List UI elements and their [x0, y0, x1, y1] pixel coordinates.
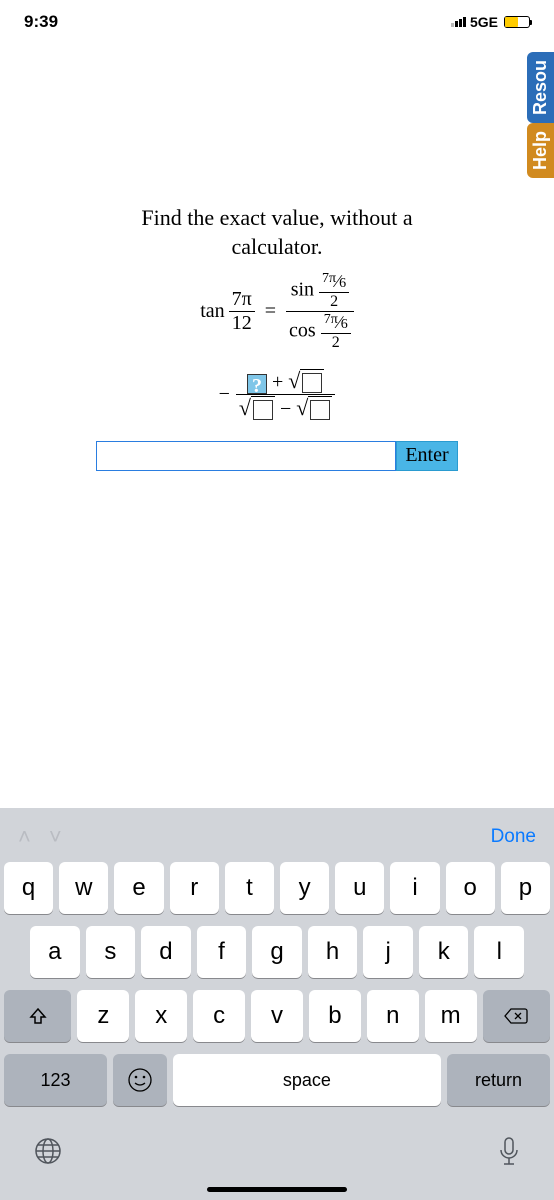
keyboard-row-4: 123 space return [4, 1054, 550, 1106]
answer-row: Enter [40, 441, 514, 471]
key-e[interactable]: e [114, 862, 163, 914]
key-v[interactable]: v [251, 990, 303, 1042]
key-k[interactable]: k [419, 926, 469, 978]
signal-icon [451, 17, 466, 27]
key-l[interactable]: l [474, 926, 524, 978]
key-c[interactable]: c [193, 990, 245, 1042]
globe-icon[interactable] [34, 1137, 62, 1172]
space-key[interactable]: space [173, 1054, 441, 1106]
key-y[interactable]: y [280, 862, 329, 914]
emoji-icon [127, 1067, 153, 1093]
status-time: 9:39 [24, 12, 58, 32]
equals: = [265, 300, 276, 323]
key-n[interactable]: n [367, 990, 419, 1042]
answer-box-highlight[interactable]: ? [247, 374, 267, 394]
key-p[interactable]: p [501, 862, 550, 914]
emoji-key[interactable] [113, 1054, 167, 1106]
keyboard-row-3: z x c v b n m [4, 990, 550, 1042]
key-x[interactable]: x [135, 990, 187, 1042]
prompt-line2: calculator. [40, 233, 514, 262]
key-g[interactable]: g [252, 926, 302, 978]
key-u[interactable]: u [335, 862, 384, 914]
key-w[interactable]: w [59, 862, 108, 914]
resources-tab[interactable]: Resou [527, 52, 554, 123]
prompt-line1: Find the exact value, without a [40, 204, 514, 233]
status-bar: 9:39 5GE [0, 0, 554, 44]
keyboard-toolbar: ˄ ˅ Done [0, 816, 554, 862]
key-i[interactable]: i [390, 862, 439, 914]
equation-secondary: − ? + √ √ − √ [40, 368, 514, 421]
key-a[interactable]: a [30, 926, 80, 978]
key-o[interactable]: o [446, 862, 495, 914]
backspace-icon [504, 1007, 528, 1025]
equation-main: tan 7π 12 = sin 7π∕6 2 cos 7π∕6 [200, 271, 354, 352]
sin-label: sin [291, 279, 314, 301]
network-label: 5GE [470, 14, 498, 30]
side-tags: Resou Help [527, 52, 554, 178]
answer-box[interactable] [310, 400, 330, 420]
done-button[interactable]: Done [491, 826, 536, 848]
key-s[interactable]: s [86, 926, 136, 978]
shift-icon [28, 1006, 48, 1026]
key-r[interactable]: r [170, 862, 219, 914]
backspace-key[interactable] [483, 990, 550, 1042]
answer-input[interactable] [96, 441, 396, 471]
help-tab[interactable]: Help [527, 123, 554, 178]
keyboard-bottom-bar [0, 1124, 554, 1181]
numbers-key[interactable]: 123 [4, 1054, 107, 1106]
key-j[interactable]: j [363, 926, 413, 978]
cos-label: cos [289, 320, 316, 342]
mic-icon[interactable] [498, 1136, 520, 1173]
lhs-num: 7π [229, 288, 255, 312]
answer-box[interactable] [253, 400, 273, 420]
prev-field-icon[interactable]: ˄ [18, 824, 31, 850]
battery-icon [504, 16, 530, 28]
key-d[interactable]: d [141, 926, 191, 978]
lhs-den: 12 [229, 312, 255, 335]
key-q[interactable]: q [4, 862, 53, 914]
home-indicator[interactable] [207, 1187, 347, 1192]
shift-key[interactable] [4, 990, 71, 1042]
keyboard: ˄ ˅ Done q w e r t y u i o p a s d f g h… [0, 808, 554, 1200]
problem-area: Find the exact value, without a calculat… [0, 44, 554, 491]
key-b[interactable]: b [309, 990, 361, 1042]
key-f[interactable]: f [197, 926, 247, 978]
tan-label: tan [200, 300, 224, 323]
keyboard-row-1: q w e r t y u i o p [4, 862, 550, 914]
key-t[interactable]: t [225, 862, 274, 914]
answer-box[interactable] [302, 373, 322, 393]
key-h[interactable]: h [308, 926, 358, 978]
keyboard-row-2: a s d f g h j k l [4, 926, 550, 978]
next-field-icon[interactable]: ˅ [49, 824, 62, 850]
status-right: 5GE [451, 14, 530, 30]
key-z[interactable]: z [77, 990, 129, 1042]
return-key[interactable]: return [447, 1054, 550, 1106]
enter-button[interactable]: Enter [396, 441, 457, 471]
key-m[interactable]: m [425, 990, 477, 1042]
